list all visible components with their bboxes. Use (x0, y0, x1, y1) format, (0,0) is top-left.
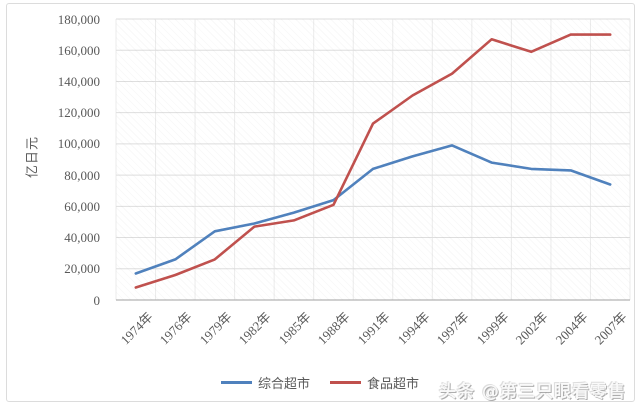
chart-legend: 综合超市 食品超市 (0, 374, 640, 391)
y-tick-label: 40,000 (64, 230, 100, 246)
y-tick-label: 0 (93, 292, 101, 308)
legend-line-sample (220, 381, 252, 384)
legend-label: 食品超市 (367, 376, 420, 391)
y-tick-label: 100,000 (57, 136, 100, 152)
legend-item: 综合超市 (220, 373, 310, 392)
chart-frame (6, 3, 635, 402)
y-tick-label: 160,000 (57, 42, 100, 58)
watermark: 头条 @第三只眼看零售 (439, 382, 626, 402)
y-tick-label: 80,000 (64, 167, 100, 183)
series-line (134, 144, 612, 275)
y-tick-label: 120,000 (57, 105, 100, 121)
y-tick-label: 180,000 (57, 11, 100, 27)
y-tick-label: 60,000 (64, 198, 100, 214)
legend-label: 综合超市 (257, 376, 310, 391)
y-tick-label: 140,000 (57, 73, 100, 89)
legend-item: 食品超市 (330, 373, 419, 392)
legend-line-sample (330, 381, 361, 384)
series-line (134, 33, 612, 289)
y-tick-label: 20,000 (64, 261, 100, 277)
